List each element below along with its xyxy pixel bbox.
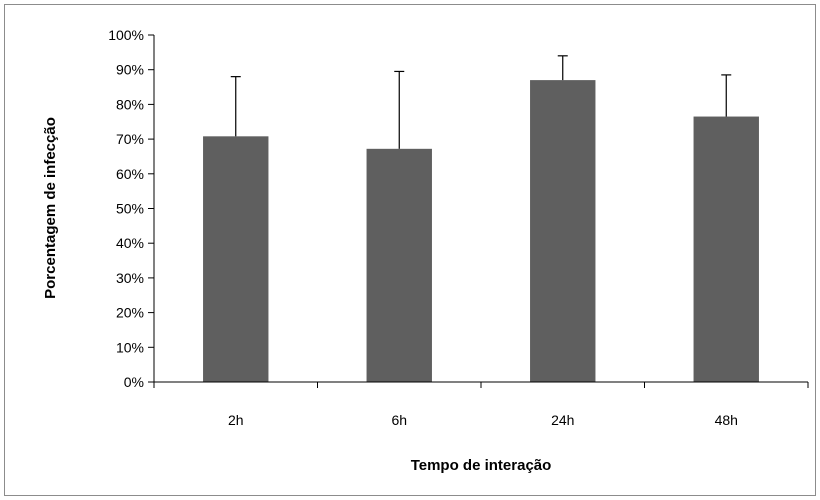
- x-tick-label-2h: 2h: [228, 412, 244, 428]
- bar-48h: [693, 116, 759, 383]
- y-tick-label: 100%: [108, 27, 144, 43]
- y-tick-label: 60%: [116, 166, 144, 182]
- y-axis-title: Porcentagem de infecção: [42, 117, 59, 299]
- bars: [203, 80, 759, 383]
- error-bars: [230, 55, 732, 149]
- bar-24h: [530, 80, 596, 383]
- x-axis-title: Tempo de interação: [411, 457, 552, 474]
- bar-6h: [366, 148, 432, 382]
- y-tick-label: 10%: [116, 339, 144, 355]
- y-tick-label: 40%: [116, 235, 144, 251]
- y-tick-label: 20%: [116, 305, 144, 321]
- x-axis-ticks: 2h 6h 24h 48h: [153, 382, 809, 428]
- y-tick-label: 0%: [124, 374, 144, 390]
- x-tick-label-24h: 24h: [551, 412, 574, 428]
- y-tick-label: 80%: [116, 96, 144, 112]
- y-axis-ticks: 0% 10% 20% 30% 40% 50% 60% 70% 80% 90% 100%: [108, 27, 154, 390]
- x-tick-label-6h: 6h: [391, 412, 407, 428]
- y-tick-label: 30%: [116, 270, 144, 286]
- x-tick-label-48h: 48h: [715, 412, 738, 428]
- y-tick-label: 50%: [116, 201, 144, 217]
- y-tick-label: 70%: [116, 131, 144, 147]
- y-tick-label: 90%: [116, 62, 144, 78]
- bar-2h: [203, 136, 269, 382]
